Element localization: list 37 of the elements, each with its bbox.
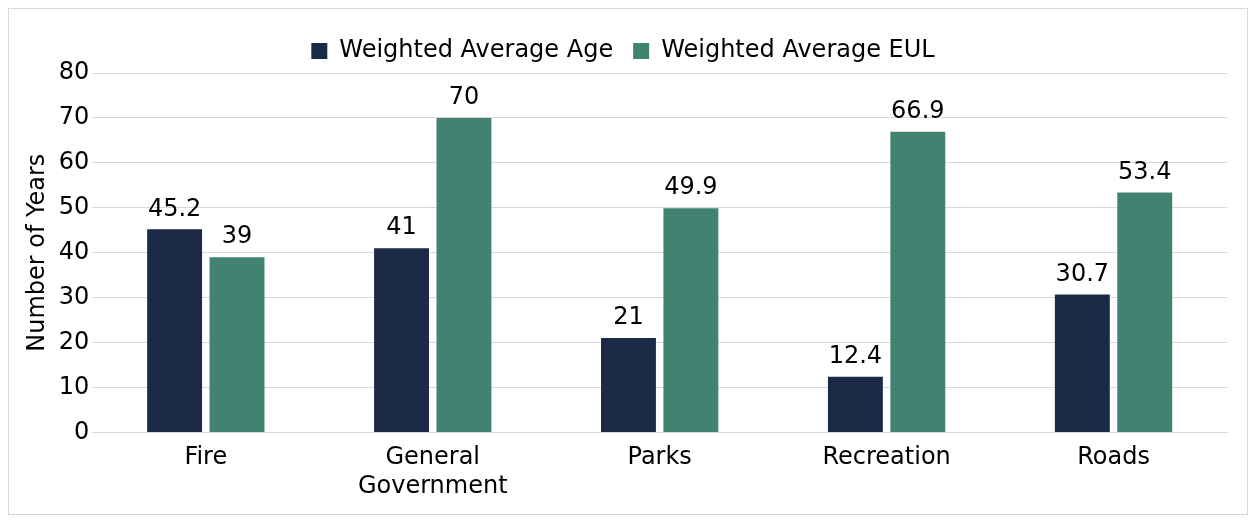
x-tick-label: General Government [357,442,508,499]
bar [663,208,719,432]
y-tick-label: 10 [58,371,90,400]
bar [374,248,429,432]
legend-label: Weighted Average Age [339,35,614,64]
bar [890,131,946,432]
bar [827,376,883,432]
y-tick-label: 80 [58,57,90,86]
data-label: 30.7 [1055,258,1110,287]
data-label: 45.2 [147,193,202,222]
data-label: 49.9 [664,172,718,201]
y-tick-label: 0 [74,416,90,445]
bar [1117,192,1173,432]
bar [209,257,265,432]
y-tick-label: 20 [58,326,90,355]
x-tick-label: Roads [1077,442,1150,471]
y-axis-title: Number of Years [21,153,50,352]
data-label: 12.4 [828,340,883,369]
x-tick-label: Recreation [822,442,951,471]
data-label: 70 [448,82,480,111]
x-tick-label: Fire [184,442,228,471]
data-label: 66.9 [891,96,945,125]
data-label: 21 [613,302,644,331]
bar [1054,294,1110,432]
x-tick-label: Parks [627,442,692,471]
bar [436,117,492,432]
bar [601,338,656,432]
y-tick-label: 40 [58,236,90,265]
y-tick-label: 50 [58,192,90,221]
data-label: 41 [386,212,417,241]
data-label: 39 [221,221,253,250]
y-tick-label: 60 [58,147,90,176]
data-label: 53.4 [1118,156,1172,185]
bar [147,229,203,432]
y-tick-label: 70 [58,102,90,131]
legend-label: Weighted Average EUL [661,35,936,64]
y-tick-label: 30 [58,281,90,310]
